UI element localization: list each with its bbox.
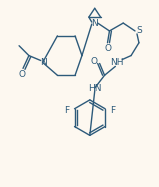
Text: O: O [90, 57, 97, 66]
Text: N: N [91, 19, 98, 27]
Text: HN: HN [88, 84, 101, 93]
Text: NH: NH [111, 58, 124, 67]
Text: F: F [111, 106, 116, 115]
Text: N: N [40, 58, 47, 67]
Text: F: F [64, 106, 69, 115]
Text: O: O [18, 70, 26, 79]
Text: O: O [105, 44, 112, 53]
Text: S: S [136, 26, 142, 36]
